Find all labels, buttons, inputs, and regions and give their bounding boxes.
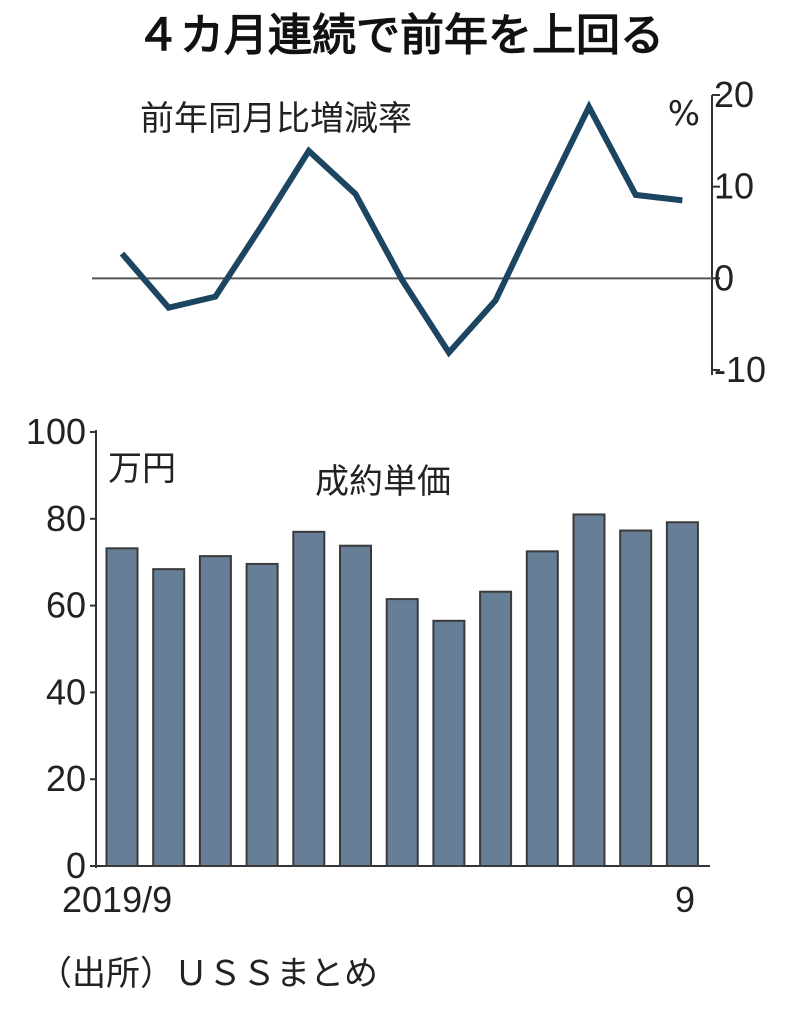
bar — [292, 530, 326, 867]
bar — [152, 568, 186, 867]
bar — [339, 544, 372, 867]
bar — [572, 513, 606, 868]
source-note: （出所）ＵＳＳまとめ — [38, 954, 378, 994]
x-tick-label-first: 2019/9 — [62, 879, 172, 920]
line-point — [448, 352, 450, 354]
bar-y-tick-label: 100 — [26, 411, 86, 452]
bar — [245, 562, 279, 867]
line-series — [119, 100, 683, 358]
bar-chart: 成約単価 万円 100 80 60 40 20 0 2019/9 9 — [26, 411, 710, 920]
line-point — [355, 193, 357, 195]
line-y-tick-label: 10 — [714, 166, 754, 207]
line-y-tick-label: 0 — [714, 257, 734, 298]
line-point — [261, 224, 263, 226]
line-chart-unit: % — [668, 94, 700, 134]
bar-y-tick-label: 20 — [46, 758, 86, 799]
line-point — [495, 299, 497, 301]
x-tick-label-last: 9 — [675, 879, 695, 920]
bar-y-tick-label: 40 — [46, 671, 86, 712]
bar-y-tick-label: 80 — [46, 498, 86, 539]
bar-y-tick-label: 0 — [66, 845, 86, 886]
bar — [619, 529, 653, 867]
bar — [479, 590, 513, 867]
bar-chart-unit: 万円 — [108, 449, 176, 489]
line-point — [401, 279, 403, 281]
bar-y-tick-label: 60 — [46, 585, 86, 626]
line-y-tick-label: 20 — [714, 74, 754, 115]
line-chart-title: 前年同月比増減率 — [140, 99, 412, 139]
line-chart: 前年同月比増減率 % 20 10 0 -10 — [92, 74, 766, 390]
bar — [665, 521, 699, 867]
bar — [525, 550, 559, 867]
line-point — [588, 106, 590, 108]
line-point — [168, 307, 170, 309]
bar — [385, 598, 419, 868]
line-y-tick-label: -10 — [714, 349, 766, 390]
line-point — [635, 194, 637, 196]
bar — [198, 555, 232, 868]
bar — [432, 619, 466, 867]
line-point — [214, 296, 216, 298]
line-point — [308, 150, 310, 152]
bar — [105, 547, 139, 867]
chart-title: ４カ月連続で前年を上回る — [136, 10, 664, 61]
line-point — [681, 199, 683, 201]
line-point — [541, 201, 543, 203]
line-point — [121, 253, 123, 255]
bar-chart-title: 成約単価 — [315, 462, 451, 502]
